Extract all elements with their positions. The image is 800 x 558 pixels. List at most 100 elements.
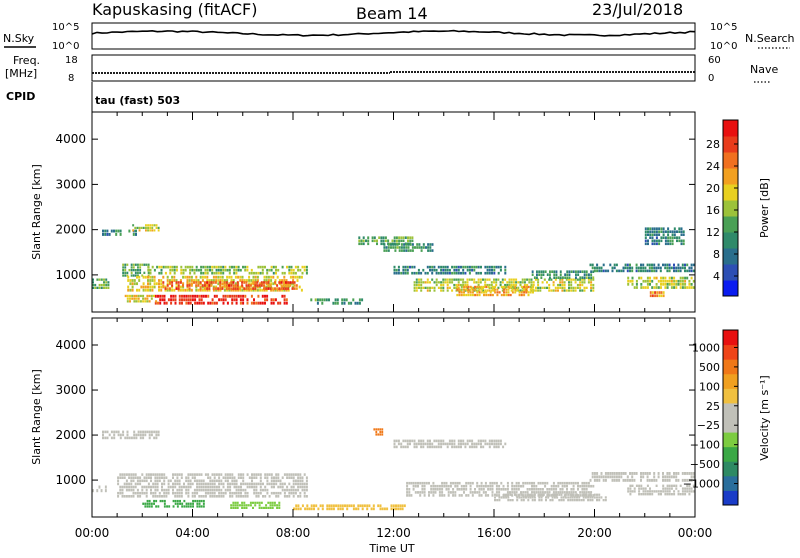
heatmap-cell: [463, 293, 465, 297]
heatmap-cell: [688, 283, 691, 286]
heatmap-cell: [488, 445, 491, 449]
heatmap-cell: [441, 488, 444, 491]
heatmap-cell: [521, 281, 524, 284]
heatmap-cell: [298, 285, 301, 289]
heatmap-cell: [229, 488, 232, 492]
heatmap-cell: [204, 482, 207, 486]
heatmap-cell: [445, 484, 448, 488]
heatmap-cell: [686, 263, 689, 267]
heatmap-cell: [431, 445, 434, 449]
heatmap-cell: [646, 276, 649, 280]
heatmap-cell: [222, 476, 225, 479]
heatmap-cell: [285, 285, 288, 289]
heatmap-cell: [668, 475, 671, 479]
colorbar-frame: [722, 119, 739, 297]
heatmap-cell: [442, 439, 445, 443]
heatmap-cell: [175, 268, 178, 272]
heatmap-cell: [148, 430, 151, 434]
heatmap-cell: [189, 473, 192, 476]
power-colorbar-label: Power [dB]: [758, 178, 771, 238]
colorbar-frame: [722, 329, 739, 506]
heatmap-cell: [656, 294, 659, 298]
heatmap-cell: [188, 282, 191, 286]
heatmap-cell: [270, 275, 273, 279]
heatmap-cell: [635, 269, 638, 273]
heatmap-cell: [122, 271, 125, 274]
heatmap-cell: [563, 283, 566, 287]
heatmap-cell: [198, 505, 201, 508]
heatmap-cell: [275, 476, 278, 479]
heatmap-cell: [237, 485, 240, 489]
heatmap-cell: [495, 484, 498, 488]
heatmap-cell: [436, 488, 439, 491]
heatmap-cell: [486, 265, 489, 269]
heatmap-cell: [488, 289, 491, 292]
heatmap-cell: [600, 475, 603, 479]
heatmap-cell: [590, 278, 593, 281]
heatmap-cell: [417, 481, 419, 485]
heatmap-cell: [678, 230, 681, 233]
heatmap-cell: [662, 472, 664, 475]
heatmap-cell: [448, 278, 451, 281]
heatmap-cell: [615, 472, 618, 475]
heatmap-cell: [633, 286, 636, 289]
heatmap-cell: [235, 268, 238, 272]
heatmap-cell: [506, 481, 509, 485]
heatmap-cell: [598, 269, 601, 273]
heatmap-cell: [646, 269, 649, 273]
heatmap-cell: [662, 490, 665, 493]
heatmap-cell: [248, 476, 251, 479]
heatmap-cell: [572, 289, 575, 292]
heatmap-cell: [187, 495, 190, 498]
heatmap-cell: [585, 286, 588, 289]
heatmap-cell: [581, 278, 584, 281]
heatmap-cell: [314, 298, 317, 302]
heatmap-cell: [175, 285, 178, 289]
heatmap-cell: [381, 433, 384, 436]
heatmap-cell: [651, 490, 654, 493]
heatmap-cell: [262, 488, 264, 492]
heatmap-cell: [673, 475, 675, 479]
heatmap-cell: [638, 493, 641, 496]
heatmap-cell: [460, 265, 462, 269]
heatmap-cell: [230, 275, 233, 279]
heatmap-cell: [568, 278, 570, 281]
heatmap-cell: [300, 275, 303, 279]
heatmap-cell: [483, 285, 485, 289]
colorbar-swatch: [723, 216, 738, 233]
heatmap-cell: [464, 265, 467, 269]
heatmap-cell: [548, 491, 551, 494]
heatmap-cell: [480, 481, 483, 485]
heatmap-cell: [292, 476, 295, 479]
heatmap-cell: [242, 495, 245, 498]
heatmap-cell: [435, 271, 438, 275]
heatmap-cell: [204, 265, 207, 269]
heatmap-cell: [463, 491, 465, 494]
heatmap-cell: [509, 493, 512, 496]
heatmap-cell: [185, 298, 188, 302]
heatmap-cell: [675, 279, 678, 283]
heatmap-cell: [173, 288, 176, 292]
heatmap-cell: [613, 475, 616, 479]
heatmap-cell: [531, 484, 533, 488]
heatmap-cell: [267, 287, 270, 290]
heatmap-cell: [660, 294, 663, 298]
heatmap-cell: [189, 502, 192, 505]
heatmap-cell: [504, 283, 507, 287]
heatmap-cell: [215, 279, 218, 282]
heatmap-cell: [602, 499, 605, 502]
heatmap-cell: [208, 285, 211, 289]
heatmap-cell: [627, 487, 630, 490]
heatmap-cell: [484, 481, 487, 485]
heatmap-cell: [668, 263, 671, 267]
heatmap-cell: [452, 488, 455, 491]
heatmap-cell: [523, 285, 526, 289]
heatmap-cell: [455, 268, 458, 272]
heatmap-cell: [130, 274, 133, 277]
heatmap-cell: [224, 479, 227, 483]
heatmap-cell: [169, 479, 172, 483]
heatmap-cell: [413, 439, 416, 443]
heatmap-cell: [532, 288, 534, 291]
heatmap-cell: [215, 275, 218, 279]
heatmap-cell: [253, 271, 255, 275]
